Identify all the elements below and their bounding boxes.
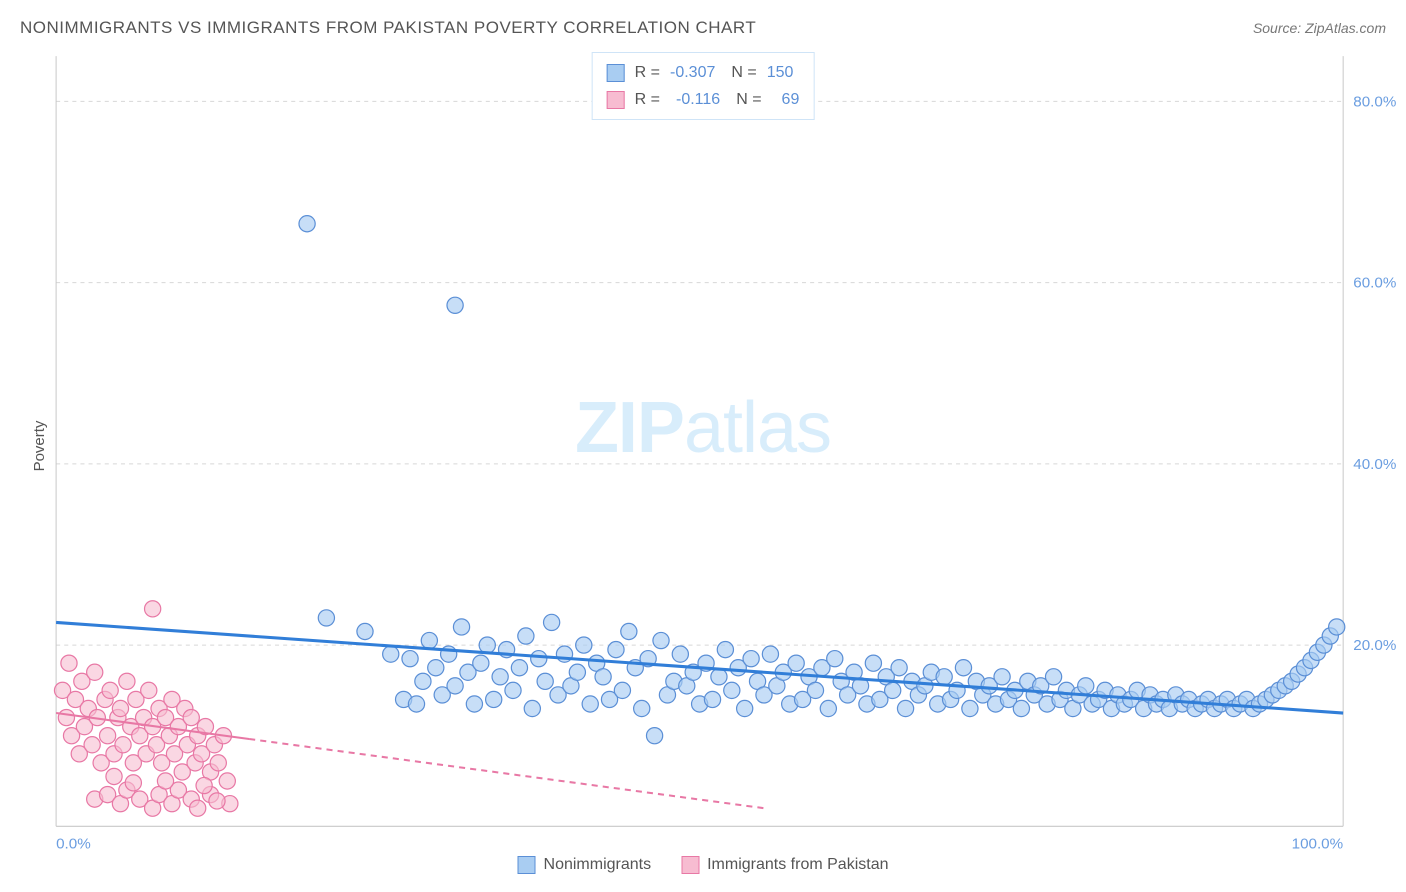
svg-text:60.0%: 60.0% [1353,275,1396,292]
r-value: -0.116 [676,86,720,113]
n-value: 69 [782,86,800,113]
y-axis-label: Poverty [31,421,48,472]
svg-text:40.0%: 40.0% [1353,456,1396,473]
bottom-legend-item-0: Nonimmigrants [518,856,652,874]
svg-text:0.0%: 0.0% [56,836,91,853]
correlation-row-0: R = -0.307 N = 150 [607,59,800,86]
n-value: 150 [767,59,794,86]
bottom-legend-item-1: Immigrants from Pakistan [681,856,888,874]
legend-label: Immigrants from Pakistan [707,856,888,874]
scatter-chart: 20.0% 40.0% 60.0% 80.0% 0.0% 100.0% [48,48,1406,855]
legend-label: Nonimmigrants [544,856,652,874]
bottom-legend: Nonimmigrants Immigrants from Pakistan [518,856,889,874]
swatch-icon [518,856,536,874]
r-value: -0.307 [670,59,715,86]
source-attribution: Source: ZipAtlas.com [1253,20,1386,36]
swatch-icon [607,64,625,82]
svg-text:20.0%: 20.0% [1353,637,1396,654]
r-label: R = [635,86,660,113]
svg-text:100.0%: 100.0% [1292,836,1344,853]
r-label: R = [635,59,660,86]
svg-text:80.0%: 80.0% [1353,93,1396,110]
correlation-legend-box: R = -0.307 N = 150 R = -0.116 N = 69 [592,52,815,120]
n-label: N = [736,86,761,113]
chart-container: NONIMMIGRANTS VS IMMIGRANTS FROM PAKISTA… [0,0,1406,892]
header: NONIMMIGRANTS VS IMMIGRANTS FROM PAKISTA… [20,18,1386,38]
n-label: N = [731,59,756,86]
correlation-row-1: R = -0.116 N = 69 [607,86,800,113]
swatch-icon [607,91,625,109]
chart-title: NONIMMIGRANTS VS IMMIGRANTS FROM PAKISTA… [20,18,756,38]
swatch-icon [681,856,699,874]
